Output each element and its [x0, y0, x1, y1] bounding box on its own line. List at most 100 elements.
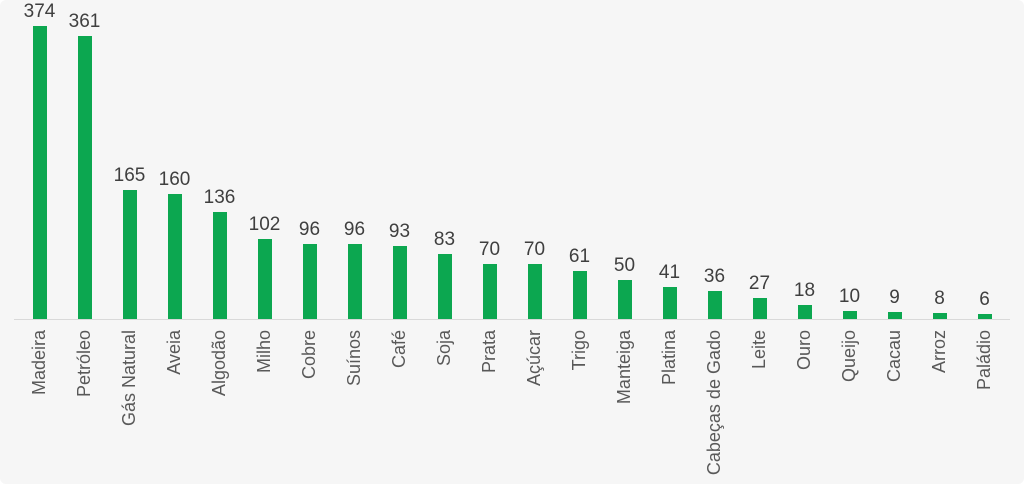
category-label: Milho	[242, 320, 287, 484]
category-label-text: Café	[389, 330, 409, 369]
category-label-text: Soja	[434, 330, 454, 367]
bar-column: 374	[17, 0, 62, 319]
bar-column: 160	[152, 0, 197, 319]
category-label: Arroz	[917, 320, 962, 484]
bar-column: 96	[332, 0, 377, 319]
x-axis-line	[14, 319, 1010, 320]
category-label-text: Arroz	[929, 330, 949, 374]
bar-column: 83	[422, 0, 467, 319]
bar-column: 93	[377, 0, 422, 319]
bar-column: 41	[647, 0, 692, 319]
category-label-text: Suínos	[344, 330, 364, 387]
value-label: 96	[298, 219, 321, 240]
value-label: 160	[158, 169, 191, 190]
value-label: 165	[113, 165, 146, 186]
bar-column: 27	[737, 0, 782, 319]
category-axis-labels: Madeira Petróleo Gás Natural Aveia Algodão Mi…	[17, 320, 1007, 484]
category-label: Paládio	[962, 320, 1007, 484]
category-label-text: Ouro	[794, 330, 814, 371]
category-label: Prata	[467, 320, 512, 484]
bar-column: 96	[287, 0, 332, 319]
value-label: 102	[248, 214, 281, 235]
value-label: 10	[838, 286, 861, 307]
bar	[797, 305, 812, 319]
bar	[32, 26, 47, 319]
bar-column: 165	[107, 0, 152, 319]
bar	[482, 264, 497, 319]
category-label: Ouro	[782, 320, 827, 484]
bar	[617, 280, 632, 319]
value-label: 93	[388, 221, 411, 242]
bar-column: 102	[242, 0, 287, 319]
value-label: 36	[703, 266, 726, 287]
value-label: 50	[613, 255, 636, 276]
category-label-text: Cacau	[884, 330, 904, 383]
category-label: Gás Natural	[107, 320, 152, 484]
bar	[77, 36, 92, 319]
category-label: Suínos	[332, 320, 377, 484]
category-label-text: Paládio	[974, 330, 994, 391]
value-label: 9	[889, 287, 900, 308]
bar-column: 8	[917, 0, 962, 319]
category-label: Leite	[737, 320, 782, 484]
bar	[122, 190, 137, 319]
category-label: Aveia	[152, 320, 197, 484]
category-label: Cabeças de Gado	[692, 320, 737, 484]
category-label-text: Petróleo	[74, 330, 94, 398]
category-label-text: Milho	[254, 330, 274, 374]
bar	[527, 264, 542, 319]
category-label: Cobre	[287, 320, 332, 484]
bar-column: 36	[692, 0, 737, 319]
category-label-text: Aveia	[164, 330, 184, 375]
category-label-text: Gás Natural	[119, 330, 139, 427]
category-label: Soja	[422, 320, 467, 484]
plot-area: 374 361 165 160 136 102 96 96 93 83 70 70 61 50 41 36 27…	[17, 0, 1007, 319]
category-label: Madeira	[17, 320, 62, 484]
bar	[302, 244, 317, 319]
value-label: 8	[934, 288, 945, 309]
value-label: 18	[793, 280, 816, 301]
value-label: 6	[979, 289, 990, 310]
category-label: Trigo	[557, 320, 602, 484]
value-label: 41	[658, 262, 681, 283]
category-label-text: Açúcar	[524, 330, 544, 387]
category-label-text: Platina	[659, 330, 679, 386]
bar	[212, 212, 227, 319]
bar-column: 70	[512, 0, 557, 319]
value-label: 96	[343, 219, 366, 240]
category-label: Queijo	[827, 320, 872, 484]
bar-column: 61	[557, 0, 602, 319]
category-label-text: Manteiga	[614, 330, 634, 405]
category-label: Açúcar	[512, 320, 557, 484]
bar	[707, 291, 722, 319]
category-label: Manteiga	[602, 320, 647, 484]
category-label-text: Cabeças de Gado	[704, 330, 724, 476]
bar-column: 50	[602, 0, 647, 319]
category-label-text: Algodão	[209, 330, 229, 397]
bar	[662, 287, 677, 319]
category-label-text: Cobre	[299, 330, 319, 380]
category-label: Café	[377, 320, 422, 484]
value-label: 70	[523, 239, 546, 260]
bar	[932, 313, 947, 319]
category-label-text: Queijo	[839, 330, 859, 383]
value-label: 361	[68, 11, 101, 32]
bar	[392, 246, 407, 319]
bar-column: 361	[62, 0, 107, 319]
category-label-text: Leite	[749, 330, 769, 370]
bar-column: 9	[872, 0, 917, 319]
bar	[347, 244, 362, 319]
bar	[437, 254, 452, 319]
value-label: 70	[478, 239, 501, 260]
bar-column: 10	[827, 0, 872, 319]
bar-column: 136	[197, 0, 242, 319]
value-label: 136	[203, 187, 236, 208]
category-label-text: Madeira	[29, 330, 49, 396]
bar-column: 70	[467, 0, 512, 319]
value-label: 61	[568, 246, 591, 267]
category-label: Petróleo	[62, 320, 107, 484]
category-label: Cacau	[872, 320, 917, 484]
bar	[167, 194, 182, 319]
value-label: 374	[23, 1, 56, 22]
